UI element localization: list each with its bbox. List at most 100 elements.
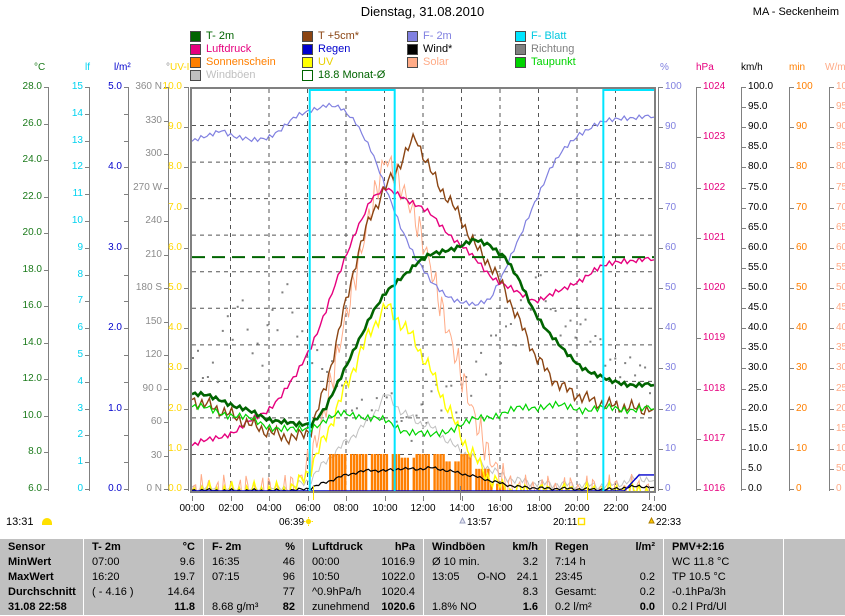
x-tickmark xyxy=(539,496,540,501)
axis-tick-label: 60 xyxy=(150,416,162,427)
table-cell-label: 07:00 xyxy=(92,556,120,568)
axis-tickmark xyxy=(124,435,128,436)
axis-tick-label: 400 xyxy=(836,322,845,333)
axis-tickmark xyxy=(85,382,89,383)
axis-tick-label: 50 xyxy=(796,282,808,293)
legend-item-t-5cm[interactable]: T +5cm* xyxy=(302,31,407,42)
axis-tickmark xyxy=(659,87,663,88)
axis-tick-label: 4 xyxy=(77,376,83,387)
table-column-pmv: PMV+2:16 WC 11.8 °C TP 10.5 °C -0.1hPa/3h 0.… xyxy=(663,539,783,616)
table-cell-label: 16:20 xyxy=(92,571,120,583)
chart-plot-area[interactable] xyxy=(190,87,656,493)
axis-tickmark xyxy=(790,489,794,490)
legend-item-solar[interactable]: Solar xyxy=(407,57,515,68)
legend-item-taupunkt[interactable]: Taupunkt xyxy=(515,57,625,68)
table-column-sensor: Sensor MinWert MaxWert Durchschnitt 31.08 22… xyxy=(0,539,83,616)
table-cell-value: 0.2 xyxy=(639,586,655,598)
legend-item-wind[interactable]: Wind* xyxy=(407,44,515,55)
legend-label: Sonnenschein xyxy=(206,56,276,68)
axis-tick-label: 180 S xyxy=(135,282,162,293)
axis-tick-label: 5.0 xyxy=(748,463,762,474)
axis-tickmark xyxy=(830,328,834,329)
table-row: 07:00 9.6 xyxy=(84,556,203,571)
table-header-row: F- 2m% xyxy=(204,541,303,556)
axis-tick-label: 20 xyxy=(665,403,677,414)
event-marker-line xyxy=(587,486,588,500)
axis-tickmark xyxy=(44,270,48,271)
axis-tick-label: 50.0 xyxy=(748,282,768,293)
axis-tick-label: 2.0 xyxy=(108,322,122,333)
table-cell-mid: O-NO xyxy=(477,571,506,583)
x-axis-label: 20:00 xyxy=(564,503,590,514)
axis-tick-label: 1018 xyxy=(703,383,726,394)
axis-tick-label: 80 xyxy=(796,161,808,172)
chart-legend: T- 2m T +5cm* F- 2m F- Blatt Luftdruck Regen W… xyxy=(190,30,660,82)
axis-unit-label: km/h xyxy=(741,62,763,73)
axis-tickmark xyxy=(659,208,663,209)
axis-spine xyxy=(658,87,659,491)
axis-tick-label: 65.0 xyxy=(748,222,768,233)
axis-tick-label: 270 W xyxy=(133,182,162,193)
axis-tick-label: 0.0 xyxy=(168,483,182,494)
axis-tickmark xyxy=(790,248,794,249)
axis-tickmark xyxy=(659,328,663,329)
axis-spine xyxy=(829,87,830,491)
legend-item-sonnenschein[interactable]: Sonnenschein xyxy=(190,57,302,68)
axis-tick-label: 0 xyxy=(665,483,671,494)
axis-tickmark xyxy=(164,389,168,390)
axis-tickmark xyxy=(742,368,746,369)
axis-tickmark xyxy=(124,221,128,222)
legend-item-regen[interactable]: Regen xyxy=(302,44,407,55)
x-axis-label: 10:00 xyxy=(372,503,398,514)
event-marker-line xyxy=(313,486,314,500)
axis-tick-label: 25.0 xyxy=(748,383,768,394)
axis-tick-label: 330 xyxy=(145,115,162,126)
legend-item-windb-en[interactable]: Windböen xyxy=(190,70,302,81)
axis-tickmark xyxy=(790,449,794,450)
table-header-row: Regen l/m² xyxy=(547,541,663,556)
legend-item-18-8-monat[interactable]: 18.8 Monat-Ø xyxy=(302,70,407,81)
axis-tickmark xyxy=(742,409,746,410)
axis-tick-label: 95.0 xyxy=(748,101,768,112)
table-cell-value: 0.0 xyxy=(639,601,655,613)
x-tickmark xyxy=(346,496,347,501)
legend-item-richtung[interactable]: Richtung xyxy=(515,44,625,55)
legend-item-f-blatt[interactable]: F- Blatt xyxy=(515,31,625,42)
axis-tick-label: 14 xyxy=(71,108,83,119)
axis-tick-label: 6.0 xyxy=(28,483,42,494)
legend-item-f-2m[interactable]: F- 2m xyxy=(407,31,515,42)
x-tickmark xyxy=(423,496,424,501)
axis-tick-label: 7 xyxy=(77,295,83,306)
axis-tick-label: 350 xyxy=(836,342,845,353)
legend-swatch xyxy=(515,57,526,68)
axis-tick-label: 9 xyxy=(77,242,83,253)
axis-tickmark xyxy=(659,288,663,289)
table-cell-value: 14.64 xyxy=(167,586,195,598)
axis-tick-label: 20.0 xyxy=(22,227,42,238)
axis-tickmark xyxy=(830,107,834,108)
table-cell-value: 11.8 xyxy=(174,601,195,613)
axis-tick-label: 12 xyxy=(71,161,83,172)
table-cell-label: Gesamt: xyxy=(555,586,597,598)
legend-item-luftdruck[interactable]: Luftdruck xyxy=(190,44,302,55)
axis-tickmark xyxy=(790,288,794,289)
x-axis: 00:00 02:00 04:00 06:00 08:00 10:00 12:00 14:00… xyxy=(0,486,845,536)
axis-tickmark xyxy=(184,167,188,168)
axis-unit-label: UV-I xyxy=(170,62,190,73)
legend-item-uv[interactable]: UV xyxy=(302,57,407,68)
axis-tickmark xyxy=(164,221,168,222)
axis-tickmark xyxy=(830,167,834,168)
x-event-time: 20:11 xyxy=(553,517,578,528)
axis-tick-label: 10.0 xyxy=(22,410,42,421)
x-axis-label: 16:00 xyxy=(487,503,513,514)
axis-tick-label: 120 xyxy=(145,349,162,360)
axis-tickmark xyxy=(742,348,746,349)
axis-tickmark xyxy=(830,248,834,249)
legend-item-t-2m[interactable]: T- 2m xyxy=(190,31,302,42)
table-row: ^0.9hPa/h 1020.4 xyxy=(304,586,423,601)
table-cell-label: 0.2 l Prd/Ul xyxy=(672,601,727,613)
table-row xyxy=(784,586,845,601)
event-marker-line xyxy=(649,486,650,500)
axis-tickmark xyxy=(790,167,794,168)
axis-tick-label: 2 xyxy=(77,429,83,440)
